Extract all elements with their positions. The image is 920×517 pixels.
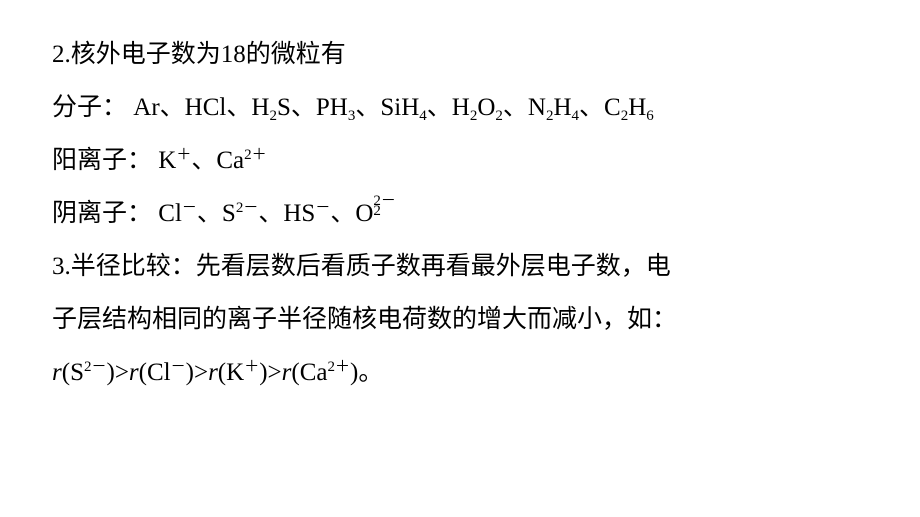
period: 。 <box>358 359 383 386</box>
section-3-inequality: r(S2－)>r(Cl－)>r(K＋)>r(Ca2＋)。 <box>52 346 868 399</box>
gt-symbol: > <box>268 359 282 386</box>
separator: 、 <box>427 94 452 121</box>
separator: 、 <box>579 94 604 121</box>
section-3-line-1: 3.半径比较：先看层数后看质子数再看最外层电子数，电 <box>52 240 868 293</box>
radius-symbol: r <box>129 359 139 386</box>
document-page: 2.核外电子数为18的微粒有 分子： Ar、HCl、H2S、PH3、SiH4、H… <box>0 0 920 399</box>
molecule-item: H2S <box>251 94 290 121</box>
molecule-item: N2H4 <box>528 94 579 121</box>
molecule-item: Ar <box>133 94 159 121</box>
separator: 、 <box>330 200 355 227</box>
molecule-item: H2O2 <box>452 94 503 121</box>
cation-item: Ca2＋ <box>216 147 266 174</box>
separator: 、 <box>355 94 380 121</box>
molecules-line: 分子： Ar、HCl、H2S、PH3、SiH4、H2O2、N2H4、C2H6 <box>52 81 868 134</box>
separator: 、 <box>503 94 528 121</box>
molecule-item: PH3 <box>316 94 355 121</box>
separator: 、 <box>226 94 251 121</box>
anions-label: 阴离子： <box>52 200 152 227</box>
anion-item: Cl－ <box>158 200 197 227</box>
anion-item: HS－ <box>283 200 330 227</box>
separator: 、 <box>197 200 222 227</box>
separator: 、 <box>160 94 185 121</box>
separator: 、 <box>191 147 216 174</box>
molecule-item: C2H6 <box>604 94 654 121</box>
separator: 、 <box>258 200 283 227</box>
anions-line: 阴离子： Cl－、S2－、HS－、O2－2 <box>52 187 868 240</box>
radius-symbol: r <box>52 359 62 386</box>
radius-symbol: r <box>282 359 292 386</box>
separator: 、 <box>291 94 316 121</box>
section-3-line-2: 子层结构相同的离子半径随核电荷数的增大而减小，如： <box>52 293 868 346</box>
molecule-item: SiH4 <box>380 94 426 121</box>
cation-item: K＋ <box>158 147 191 174</box>
section-2-heading: 2.核外电子数为18的微粒有 <box>52 28 868 81</box>
gt-symbol: > <box>115 359 129 386</box>
gt-symbol: > <box>194 359 208 386</box>
anion-item: O2－2 <box>355 200 393 227</box>
cations-line: 阳离子： K＋、Ca2＋ <box>52 134 868 187</box>
cations-label: 阳离子： <box>52 147 152 174</box>
molecules-label: 分子： <box>52 94 127 121</box>
anion-item: S2－ <box>222 200 258 227</box>
radius-symbol: r <box>208 359 218 386</box>
molecule-item: HCl <box>185 94 227 121</box>
